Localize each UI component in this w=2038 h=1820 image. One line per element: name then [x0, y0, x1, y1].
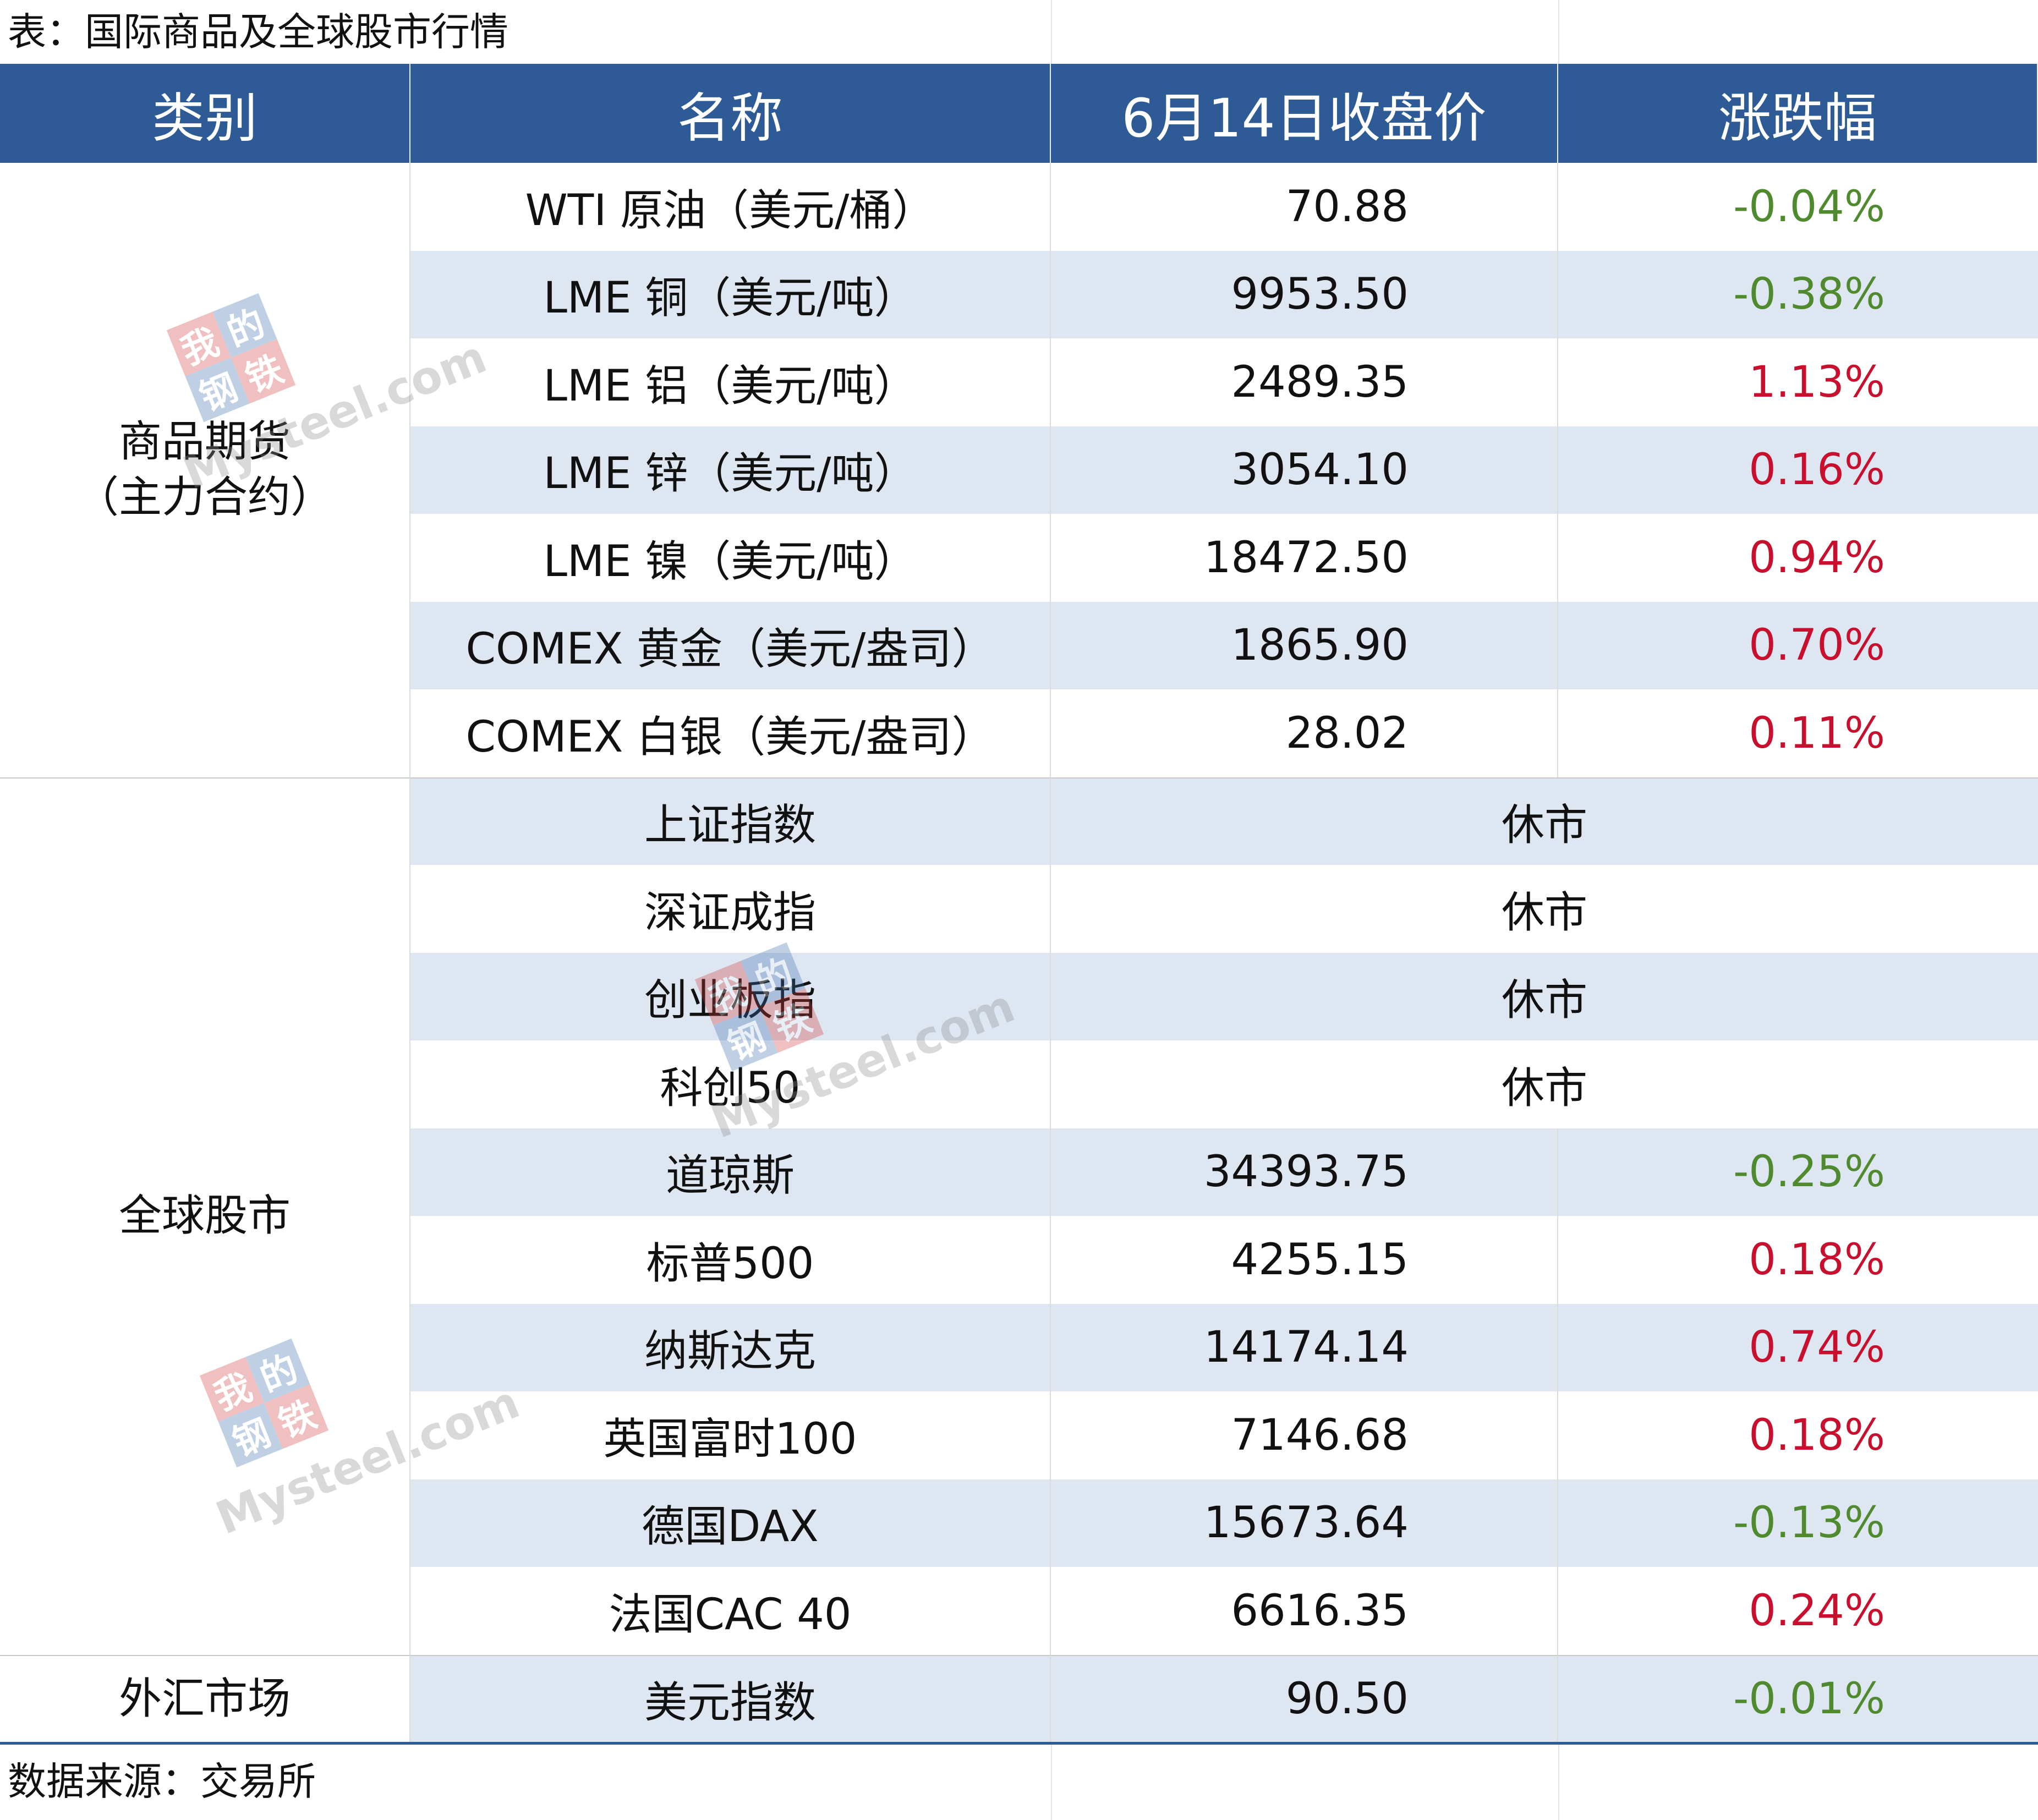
row-name: 深证成指 — [410, 865, 1051, 953]
row-name: 纳斯达克 — [410, 1303, 1051, 1391]
row-change: 1.13% — [1558, 338, 2038, 426]
row-name: LME 铝（美元/吨） — [410, 338, 1051, 426]
row-change: 0.74% — [1558, 1303, 2038, 1391]
row-close-price: 14174.14 — [1051, 1303, 1558, 1391]
row-close-price: 4255.15 — [1051, 1216, 1558, 1304]
row-change: 0.16% — [1558, 426, 2038, 514]
row-market-closed: 休市 — [1051, 777, 2038, 865]
row-change: 0.70% — [1558, 601, 2038, 689]
header-name: 名称 — [410, 64, 1051, 163]
row-name: WTI 原油（美元/桶） — [410, 163, 1051, 251]
row-close-price: 18472.50 — [1051, 514, 1558, 602]
row-name: 科创50 — [410, 1040, 1051, 1128]
row-name: LME 铜（美元/吨） — [410, 250, 1051, 338]
row-name: 法国CAC 40 — [410, 1567, 1051, 1655]
row-close-price: 70.88 — [1051, 163, 1558, 251]
row-change: 0.24% — [1558, 1567, 2038, 1655]
category-commodities: 商品期货 （主力合约） — [0, 163, 410, 777]
row-close-price: 15673.64 — [1051, 1479, 1558, 1567]
row-change: 0.18% — [1558, 1391, 2038, 1479]
row-name: 标普500 — [410, 1216, 1051, 1304]
row-change: -0.25% — [1558, 1128, 2038, 1216]
row-close-price: 34393.75 — [1051, 1128, 1558, 1216]
row-change: -0.13% — [1558, 1479, 2038, 1567]
row-market-closed: 休市 — [1051, 952, 2038, 1040]
table-bottom-rule — [0, 1742, 2038, 1745]
category-commodities-sublabel: （主力合约） — [75, 473, 333, 523]
header-category: 类别 — [0, 64, 410, 163]
row-close-price: 28.02 — [1051, 689, 1558, 777]
row-name: 创业板指 — [410, 952, 1051, 1040]
row-close-price: 6616.35 — [1051, 1567, 1558, 1655]
data-source: 数据来源：交易所 — [8, 1759, 316, 1804]
row-name: 道琼斯 — [410, 1128, 1051, 1216]
row-change: 0.94% — [1558, 514, 2038, 602]
row-name: LME 锌（美元/吨） — [410, 426, 1051, 514]
row-change: 0.18% — [1558, 1216, 2038, 1304]
category-commodities-label: 商品期货 — [118, 416, 291, 467]
row-name: 德国DAX — [410, 1479, 1051, 1567]
row-name: COMEX 黄金（美元/盎司） — [410, 601, 1051, 689]
category-stocks: 全球股市 — [0, 777, 410, 1655]
row-close-price: 1865.90 — [1051, 601, 1558, 689]
row-close-price: 9953.50 — [1051, 250, 1558, 338]
row-name: 英国富时100 — [410, 1391, 1051, 1479]
row-name: 上证指数 — [410, 777, 1051, 865]
row-market-closed: 休市 — [1051, 1040, 2038, 1128]
row-close-price: 7146.68 — [1051, 1391, 1558, 1479]
row-name: LME 镍（美元/吨） — [410, 514, 1051, 602]
row-name: COMEX 白银（美元/盎司） — [410, 689, 1051, 777]
row-market-closed: 休市 — [1051, 865, 2038, 953]
row-close-price: 3054.10 — [1051, 426, 1558, 514]
row-change: 0.11% — [1558, 689, 2038, 777]
row-change: -0.04% — [1558, 163, 2038, 251]
header-close-price: 6月14日收盘价 — [1051, 64, 1558, 163]
table-caption: 表：国际商品及全球股市行情 — [8, 9, 508, 54]
row-close-price: 90.50 — [1051, 1654, 1558, 1742]
row-name: 美元指数 — [410, 1654, 1051, 1742]
row-close-price: 2489.35 — [1051, 338, 1558, 426]
row-change: -0.01% — [1558, 1654, 2038, 1742]
category-forex: 外汇市场 — [0, 1654, 410, 1742]
market-table: 类别 名称 6月14日收盘价 涨跌幅 商品期货 （主力合约） 全球股市 外汇市场… — [0, 64, 2038, 1742]
header-change: 涨跌幅 — [1558, 64, 2038, 163]
row-change: -0.38% — [1558, 250, 2038, 338]
